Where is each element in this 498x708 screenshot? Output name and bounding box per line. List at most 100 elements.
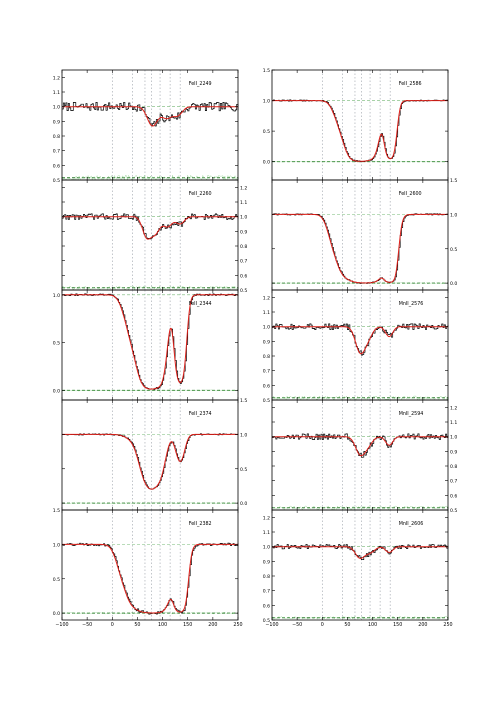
error-spectrum (271, 395, 449, 401)
y-tick-label: 1.0 (240, 432, 247, 438)
y-tick-label: 1.2 (53, 75, 60, 81)
y-tick-label: 0.5 (53, 341, 60, 347)
model-fit (272, 546, 448, 560)
x-tick-label: 200 (418, 622, 427, 628)
observed-spectrum (272, 213, 449, 284)
panel-frame (271, 509, 449, 621)
y-tick-label: 0.0 (450, 281, 457, 287)
error-spectrum (61, 389, 239, 392)
observed-spectrum (272, 99, 448, 163)
y-tick-label: 0.7 (450, 479, 457, 485)
y-tick-label: 0.5 (240, 467, 247, 473)
y-tick-label: 0.5 (450, 247, 457, 253)
x-tick-label: −50 (82, 622, 92, 628)
panel-frame (61, 509, 239, 621)
y-tick-label: 1.0 (53, 542, 60, 548)
y-tick-label: 1.1 (240, 200, 247, 206)
model-fit (272, 436, 448, 457)
panel-label: FeII_2344 (189, 301, 212, 307)
y-tick-label: 0.6 (263, 603, 270, 609)
y-tick-label: 0.7 (53, 149, 60, 155)
y-tick-label: 0.7 (263, 589, 270, 595)
observed-spectrum (62, 542, 239, 615)
model-fit (272, 213, 448, 284)
panel-MnII_2594: 0.5 0.6 0.7 0.8 0.9 1.0 1.1 1.2 MnII_2594 (271, 399, 457, 514)
panel-label: FeII_2382 (189, 521, 212, 527)
y-tick-label: 1.0 (53, 293, 60, 299)
model-fit (272, 100, 448, 162)
observed-spectrum (62, 213, 239, 240)
y-tick-label: 1.1 (450, 420, 457, 426)
y-tick-label: 1.0 (240, 215, 247, 221)
panel-label: MnII_2576 (399, 301, 424, 307)
y-tick-label: 0.6 (53, 163, 60, 169)
y-tick-label: 0.8 (53, 134, 60, 140)
panel-label: MnII_2606 (399, 521, 424, 527)
error-spectrum (271, 505, 449, 511)
y-tick-label: 0.8 (263, 574, 270, 580)
model-fit (62, 433, 238, 490)
y-tick-label: 0.5 (263, 129, 270, 135)
panel-label: MnII_2594 (399, 411, 424, 417)
error-spectrum (62, 502, 239, 504)
error-spectrum (271, 616, 449, 620)
y-tick-label: 1.2 (450, 405, 457, 411)
y-tick-label: 0.5 (53, 178, 60, 184)
panel-label: FeII_2374 (189, 411, 212, 417)
panel-MnII_2606: 0.5 0.6 0.7 0.8 0.9 1.0 1.1 1.2 MnII_2606 −100 −50… (263, 509, 453, 628)
y-tick-label: 1.1 (263, 310, 270, 316)
x-tick-label: 250 (233, 622, 242, 628)
y-tick-label: 0.9 (240, 229, 247, 235)
y-tick-label: 1.5 (240, 398, 247, 404)
panel-MnII_2576: 0.5 0.6 0.7 0.8 0.9 1.0 1.1 1.2 MnII_2576 (263, 289, 449, 404)
y-tick-label: 0.9 (53, 119, 60, 125)
panel-label: FeII_2600 (399, 191, 422, 197)
x-tick-label: 0 (111, 622, 114, 628)
y-tick-label: 1.2 (240, 185, 247, 191)
panel-FeII_2260: 0.5 0.6 0.7 0.8 0.9 1.0 1.1 1.2 FeII_2260 (61, 179, 247, 294)
x-tick-label: 50 (134, 622, 140, 628)
panel-label: FeII_2260 (189, 191, 212, 197)
model-fit (62, 294, 238, 390)
x-tick-label: 250 (443, 622, 452, 628)
y-tick-label: 0.0 (53, 388, 60, 394)
x-tick-label: 150 (183, 622, 192, 628)
y-tick-label: 1.0 (450, 435, 457, 441)
observed-spectrum (272, 323, 449, 356)
y-tick-label: 0.0 (263, 160, 270, 166)
y-tick-label: 0.5 (263, 618, 270, 624)
y-tick-label: 1.0 (263, 545, 270, 551)
model-fit (62, 216, 238, 240)
model-fit (62, 106, 238, 127)
y-tick-label: 0.5 (240, 288, 247, 294)
x-tick-label: −100 (55, 622, 68, 628)
x-tick-label: 100 (368, 622, 377, 628)
panel-FeII_2344: 0.0 0.5 1.0 FeII_2344 (53, 289, 239, 401)
model-fit (62, 543, 238, 614)
panel-label: FeII_2249 (189, 81, 212, 87)
panel-FeII_2374: 0.0 0.5 1.0 1.5 FeII_2374 (61, 398, 247, 511)
y-tick-label: 0.7 (240, 259, 247, 265)
y-tick-label: 1.5 (450, 178, 457, 184)
y-tick-label: 0.8 (263, 354, 270, 360)
y-tick-label: 0.9 (263, 559, 270, 565)
y-tick-label: 1.0 (263, 99, 270, 105)
y-tick-label: 1.0 (450, 212, 457, 218)
y-tick-label: 1.2 (263, 295, 270, 301)
observed-spectrum (62, 293, 239, 390)
y-tick-label: 1.2 (263, 515, 270, 521)
observed-spectrum (272, 433, 449, 458)
x-tick-label: −100 (265, 622, 278, 628)
x-tick-label: 50 (344, 622, 350, 628)
x-tick-label: 150 (393, 622, 402, 628)
y-tick-label: 1.0 (263, 325, 270, 331)
y-tick-label: 1.5 (53, 508, 60, 514)
observed-spectrum (62, 433, 239, 490)
y-tick-label: 0.0 (53, 611, 60, 617)
y-tick-label: 0.5 (263, 398, 270, 404)
error-spectrum (61, 285, 239, 291)
error-spectrum (61, 174, 239, 182)
y-tick-label: 0.9 (450, 449, 457, 455)
panel-FeII_2382: 0.0 0.5 1.0 1.5 FeII_2382 −100 −50 0 50 100 150 200… (53, 508, 243, 628)
